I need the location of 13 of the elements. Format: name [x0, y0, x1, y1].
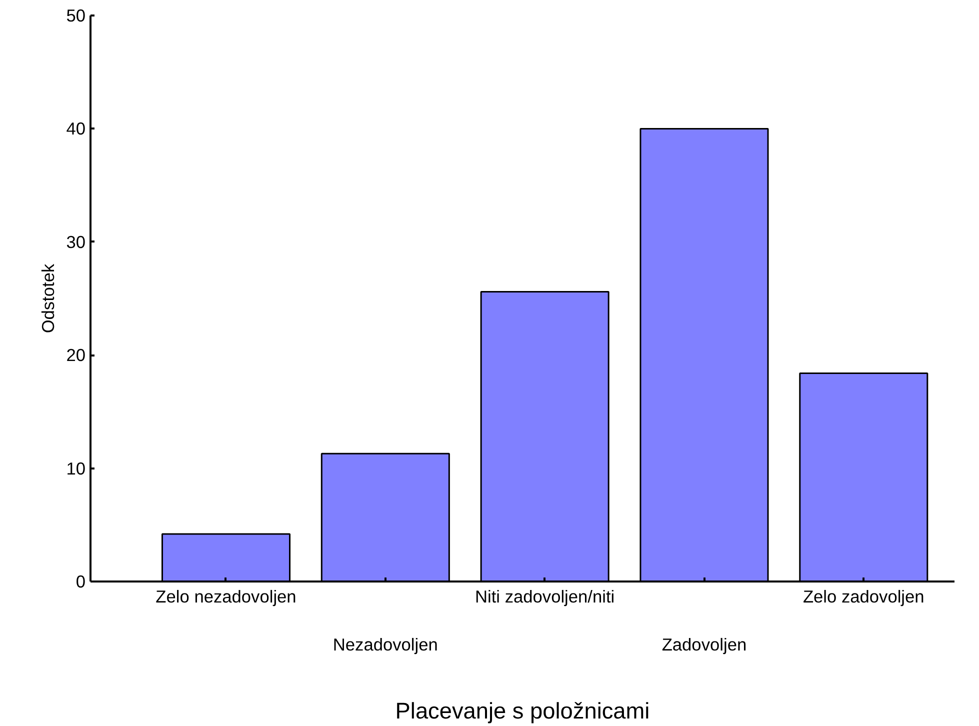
x-tick-label: Niti zadovoljen/niti — [474, 586, 615, 606]
y-tick-label: 50 — [66, 6, 86, 26]
y-tick-label: 0 — [76, 572, 86, 592]
y-tick-label: 40 — [66, 118, 86, 139]
y-tick-label: 30 — [66, 232, 86, 252]
x-tick-label: Zelo nezadovoljen — [156, 586, 296, 606]
y-tick-label: 10 — [66, 458, 86, 478]
y-tick-label: 20 — [66, 345, 86, 366]
x-tick-label: Nezadovoljen — [332, 634, 438, 654]
x-tick-label: Zadovoljen — [662, 634, 747, 654]
x-tick-label: Zelo zadovoljen — [802, 586, 924, 606]
y-axis-title: Odstotek — [38, 263, 58, 334]
x-axis-title: Placevanje s položnicami — [395, 698, 650, 724]
